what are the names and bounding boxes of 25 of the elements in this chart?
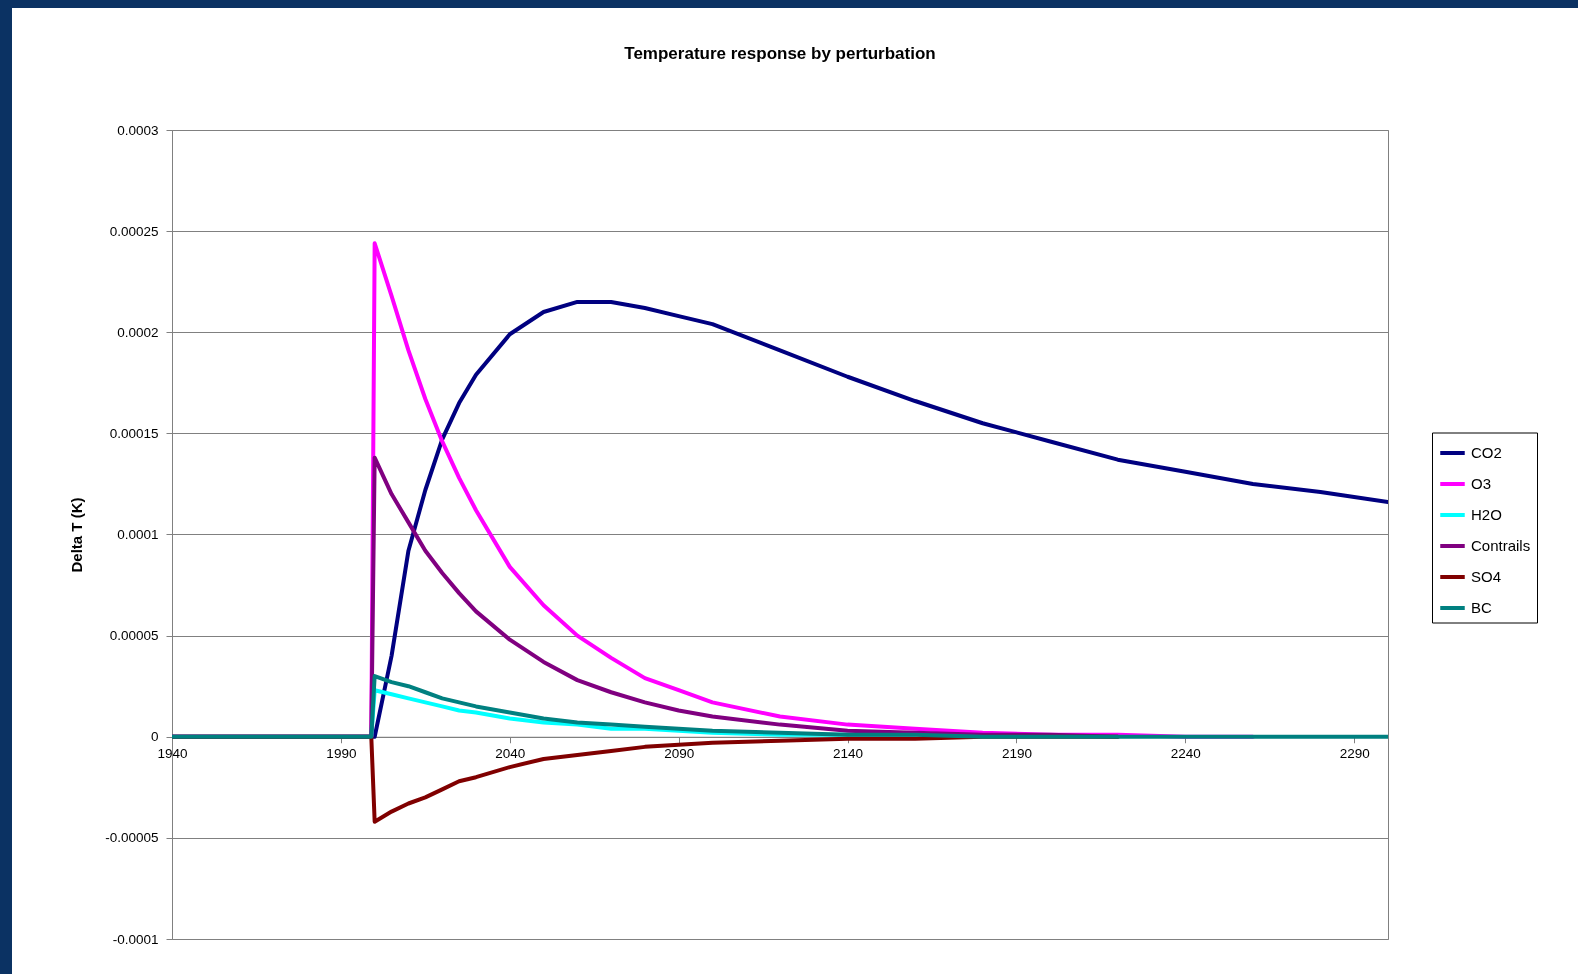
x-tick-label: 2140 [833, 746, 864, 762]
x-tick-label: 1940 [157, 746, 188, 762]
legend-label: H2O [1471, 506, 1502, 523]
y-tick-label: 0.0002 [117, 324, 159, 340]
y-axis-title: Delta T (K) [68, 497, 86, 573]
chart-title: Temperature response by perturbation [624, 44, 936, 63]
x-tick-label: 2190 [1001, 746, 1032, 762]
y-tick-label: -0.00005 [105, 830, 159, 846]
x-tick-label: 2090 [664, 746, 695, 762]
legend-label: O3 [1471, 475, 1492, 492]
y-tick-label: 0.0001 [117, 527, 159, 542]
legend-label: SO4 [1471, 568, 1502, 585]
x-tick-label: 2040 [495, 746, 526, 762]
y-tick-label: 0.00015 [109, 425, 159, 441]
y-tick-label: 0.00025 [109, 223, 159, 239]
legend-label: BC [1471, 599, 1492, 616]
y-tick-label: -0.0001 [112, 931, 159, 947]
y-tick-label: 0 [150, 729, 159, 745]
x-tick-label: 2290 [1339, 746, 1370, 762]
x-tick-label: 1990 [326, 746, 357, 762]
y-tick-label: 0.00005 [109, 628, 159, 644]
x-tick-label: 2240 [1170, 746, 1201, 762]
y-tick-label: 0.0003 [117, 122, 159, 138]
legend-label: Contrails [1471, 537, 1531, 554]
legend-label: CO2 [1471, 444, 1502, 461]
